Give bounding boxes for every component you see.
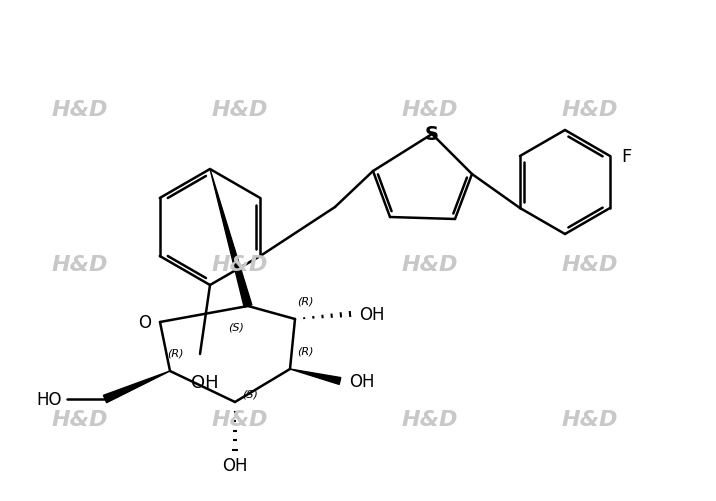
Text: (R): (R) — [167, 348, 183, 358]
Text: H&D: H&D — [562, 100, 618, 120]
Text: H&D: H&D — [562, 409, 618, 429]
Text: H&D: H&D — [402, 100, 458, 120]
Text: H&D: H&D — [52, 255, 108, 275]
Text: H&D: H&D — [52, 100, 108, 120]
Polygon shape — [210, 170, 252, 308]
Text: H&D: H&D — [212, 255, 268, 275]
Text: H&D: H&D — [402, 409, 458, 429]
Text: F: F — [621, 148, 632, 166]
Text: OH: OH — [349, 372, 374, 390]
Text: (S): (S) — [242, 389, 258, 399]
Polygon shape — [103, 371, 170, 403]
Text: H&D: H&D — [562, 255, 618, 275]
Text: HO: HO — [37, 390, 62, 408]
Text: H&D: H&D — [212, 409, 268, 429]
Polygon shape — [290, 369, 341, 385]
Text: OH: OH — [222, 456, 248, 474]
Text: OH: OH — [359, 306, 384, 323]
Text: H&D: H&D — [52, 409, 108, 429]
Text: (S): (S) — [228, 321, 244, 331]
Text: H&D: H&D — [212, 100, 268, 120]
Text: (R): (R) — [296, 297, 314, 307]
Text: OH: OH — [191, 373, 219, 391]
Text: O: O — [138, 313, 152, 331]
Text: H&D: H&D — [402, 255, 458, 275]
Text: (R): (R) — [296, 346, 314, 356]
Text: S: S — [425, 125, 439, 144]
